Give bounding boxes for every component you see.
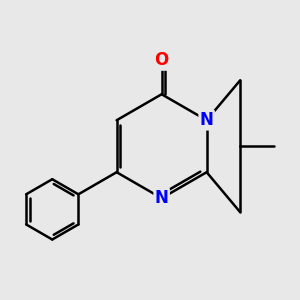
Text: N: N bbox=[200, 111, 214, 129]
Text: N: N bbox=[155, 189, 169, 207]
Text: O: O bbox=[154, 52, 169, 70]
